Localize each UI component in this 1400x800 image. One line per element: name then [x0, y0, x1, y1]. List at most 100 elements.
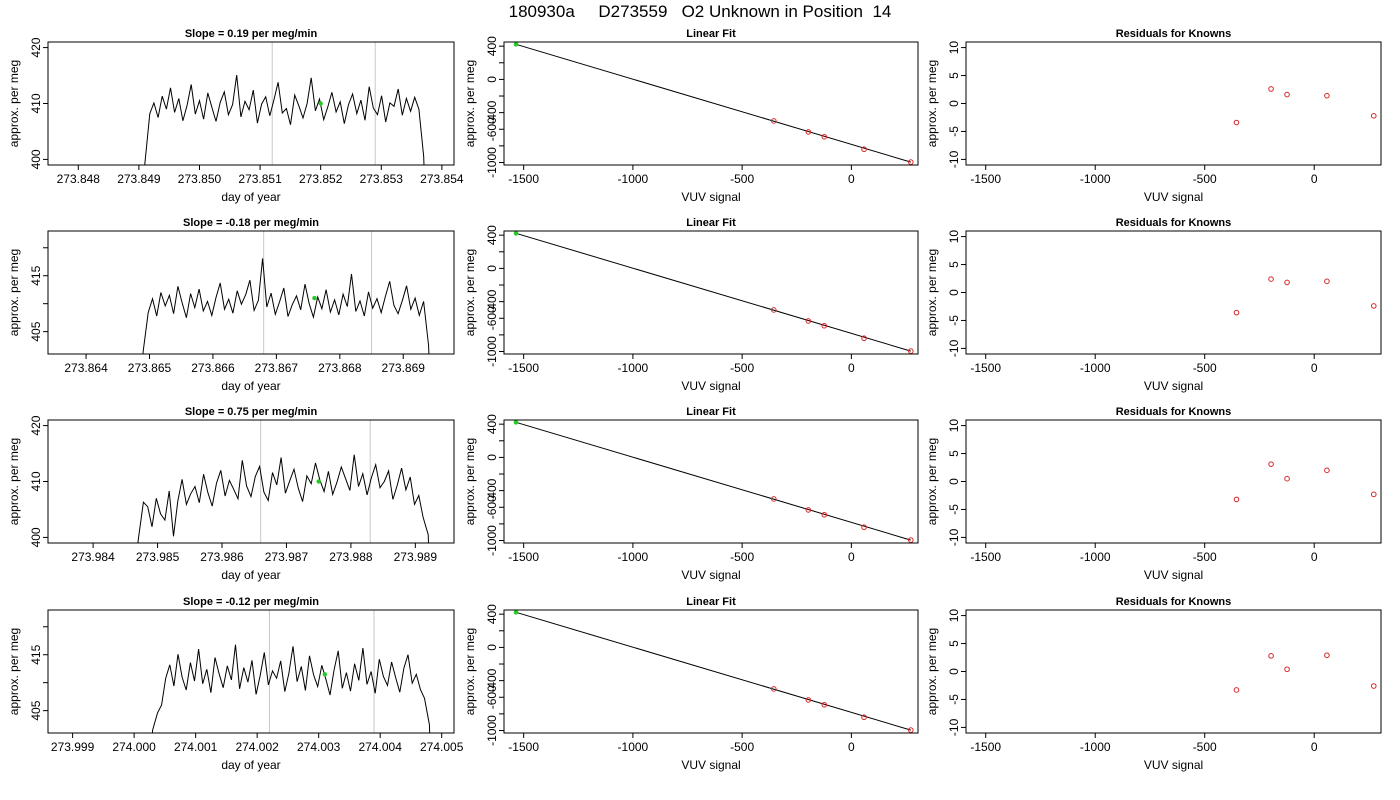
- x-tick-label: -1000: [1080, 361, 1111, 375]
- known-point: [861, 524, 867, 531]
- x-axis-label: day of year: [221, 758, 280, 772]
- y-tick-label: 0: [947, 100, 961, 107]
- y-tick-label: -5: [947, 126, 961, 137]
- y-tick-label: -400: [485, 100, 499, 124]
- x-tick-label: -1000: [618, 550, 649, 564]
- series-line: [151, 644, 431, 733]
- x-tick-label: 0: [848, 740, 855, 754]
- x-tick-label: 273.985: [136, 550, 180, 564]
- y-tick-label: -600: [485, 495, 499, 519]
- plot-frame: [503, 230, 919, 355]
- y-tick-label: 400: [485, 414, 499, 434]
- known-point: [907, 348, 914, 354]
- x-tick-label: 273.848: [57, 172, 101, 186]
- series-line: [137, 454, 430, 543]
- y-axis-label: approx. per meg: [7, 438, 21, 525]
- y-axis-label: approx. per meg: [7, 60, 21, 147]
- panel-r3-c1: Slope = 0.75 per meg/min 273.984 273.985 27…: [7, 406, 455, 582]
- y-tick-label: 0: [485, 76, 499, 83]
- x-tick-label: 274.004: [358, 740, 402, 754]
- x-axis-label: VUV signal: [681, 190, 740, 204]
- x-tick-label: 274.003: [297, 740, 341, 754]
- panel-title: Linear Fit: [686, 217, 736, 229]
- y-tick-label: 0: [947, 478, 961, 485]
- known-point: [907, 537, 914, 543]
- y-tick-label: -5: [947, 315, 961, 326]
- plot-area: [142, 231, 430, 354]
- plot-frame: [47, 419, 455, 544]
- x-tick-label: -1500: [970, 550, 1001, 564]
- known-point: [1370, 683, 1377, 689]
- x-tick-label: 273.988: [329, 550, 373, 564]
- x-tick-label: 274.002: [235, 740, 279, 754]
- x-tick-label: -1500: [970, 740, 1001, 754]
- x-tick-label: -1500: [508, 361, 539, 375]
- x-tick-label: -1000: [1080, 172, 1111, 186]
- panel-title: Residuals for Knowns: [1116, 28, 1232, 40]
- x-axis-label: day of year: [221, 379, 280, 393]
- x-axis-label: day of year: [221, 190, 280, 204]
- y-tick-label: 410: [29, 93, 43, 113]
- x-tick-label: -1000: [618, 172, 649, 186]
- y-tick-label: 400: [485, 225, 499, 245]
- plot-area: [1233, 86, 1377, 126]
- panel-title: Linear Fit: [686, 28, 736, 40]
- y-tick-label: 0: [947, 289, 961, 296]
- known-point: [1284, 666, 1290, 673]
- known-point: [861, 335, 867, 342]
- x-tick-label: -1000: [1080, 550, 1111, 564]
- x-tick-label: 273.864: [64, 361, 108, 375]
- x-tick-label: 273.852: [299, 172, 343, 186]
- known-point: [1370, 303, 1377, 309]
- x-tick-label: 0: [1311, 550, 1318, 564]
- y-axis-label: approx. per meg: [463, 438, 477, 525]
- y-axis-label: approx. per meg: [925, 249, 939, 336]
- known-point: [1324, 278, 1330, 285]
- figure-title: 180930a D273559 O2 Unknown in Position 1…: [508, 2, 892, 21]
- y-tick-label: -600: [485, 306, 499, 330]
- x-tick-label: 273.851: [238, 172, 282, 186]
- y-axis-label: approx. per meg: [925, 438, 939, 525]
- x-axis-label: VUV signal: [1144, 568, 1203, 582]
- x-tick-label: 0: [848, 550, 855, 564]
- x-tick-label: -1500: [508, 550, 539, 564]
- x-tick-label: -1500: [508, 740, 539, 754]
- known-point: [1233, 119, 1240, 126]
- x-axis-label: VUV signal: [681, 758, 740, 772]
- known-point: [805, 129, 812, 135]
- x-tick-label: 0: [1311, 740, 1318, 754]
- known-point: [1324, 652, 1330, 659]
- x-tick-label: 273.853: [360, 172, 404, 186]
- x-tick-label: -500: [730, 361, 754, 375]
- known-point: [1233, 309, 1240, 316]
- x-axis-label: VUV signal: [1144, 758, 1203, 772]
- panel-r3-c3: Residuals for Knowns -1500 -1000 -500 0 -10 -5…: [925, 406, 1382, 582]
- y-tick-label: -10: [947, 528, 961, 546]
- plot-frame: [47, 41, 455, 166]
- x-tick-label: -1500: [970, 172, 1001, 186]
- series-line: [142, 258, 430, 354]
- unknown-point: [318, 101, 323, 106]
- y-tick-label: 5: [947, 72, 961, 79]
- fit-line: [515, 611, 911, 731]
- panel-title: Residuals for Knowns: [1116, 217, 1232, 229]
- known-point: [821, 701, 828, 708]
- y-tick-label: 0: [485, 454, 499, 461]
- y-tick-label: 415: [29, 265, 43, 285]
- y-tick-label: 5: [947, 261, 961, 268]
- plot-frame: [965, 41, 1382, 166]
- x-tick-label: -1500: [508, 172, 539, 186]
- x-tick-label: -1500: [970, 361, 1001, 375]
- known-point: [1284, 91, 1290, 98]
- x-tick-label: -1000: [1080, 740, 1111, 754]
- unknown-point: [513, 42, 519, 47]
- y-tick-label: 405: [29, 321, 43, 341]
- known-point: [907, 159, 914, 165]
- known-point: [1324, 92, 1330, 99]
- y-tick-label: -1000: [485, 147, 499, 178]
- series-line: [144, 74, 425, 165]
- y-tick-label: 405: [29, 700, 43, 720]
- plot-frame: [965, 419, 1382, 544]
- plot-frame: [965, 230, 1382, 355]
